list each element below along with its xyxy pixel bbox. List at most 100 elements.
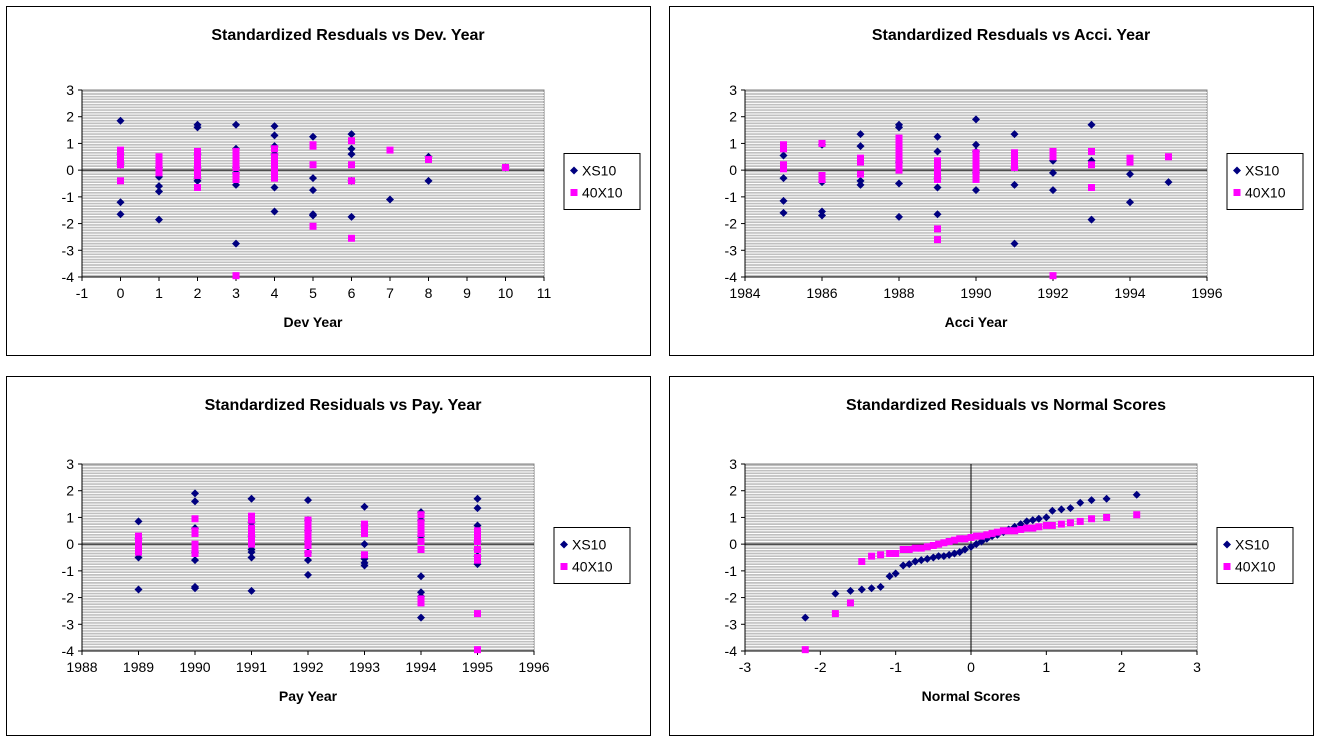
data-point bbox=[270, 207, 279, 216]
data-point bbox=[347, 212, 356, 221]
data-point bbox=[1133, 511, 1141, 519]
x-tick-label: 2 bbox=[194, 285, 202, 301]
legend-marker-xs10 bbox=[1223, 540, 1231, 549]
data-point bbox=[360, 540, 369, 549]
data-point bbox=[304, 532, 312, 540]
x-axis-label: Dev Year bbox=[284, 314, 343, 330]
data-point bbox=[1010, 130, 1019, 139]
data-point bbox=[831, 589, 840, 598]
data-point bbox=[801, 613, 810, 622]
data-point bbox=[232, 171, 240, 179]
x-tick-label: -3 bbox=[739, 659, 752, 675]
data-point bbox=[271, 153, 278, 161]
x-tick-label: 1996 bbox=[518, 659, 549, 675]
y-tick-label: 2 bbox=[729, 109, 737, 125]
x-tick-label: 10 bbox=[498, 285, 514, 301]
data-point bbox=[935, 540, 943, 548]
y-tick-label: -1 bbox=[62, 189, 75, 205]
data-point bbox=[191, 489, 199, 498]
data-point bbox=[1042, 513, 1051, 522]
data-point bbox=[917, 544, 925, 552]
data-point bbox=[271, 174, 278, 182]
y-tick-label: -3 bbox=[725, 616, 738, 632]
x-tick-label: 0 bbox=[967, 659, 975, 675]
data-point bbox=[1126, 158, 1134, 166]
data-point bbox=[1035, 523, 1043, 531]
data-point bbox=[361, 520, 368, 528]
data-point bbox=[1088, 515, 1096, 523]
chart-svg-pay-year: Standardized Residuals vs Pay. Year -4 -3 -… bbox=[62, 397, 631, 704]
data-point bbox=[304, 516, 312, 524]
data-point bbox=[270, 131, 279, 140]
data-point bbox=[1011, 163, 1018, 171]
data-point bbox=[248, 516, 255, 524]
data-point bbox=[779, 196, 788, 205]
data-point bbox=[895, 212, 903, 221]
data-point bbox=[1126, 154, 1134, 162]
data-point bbox=[117, 150, 124, 158]
data-point bbox=[945, 550, 954, 559]
y-tick-label: -1 bbox=[62, 563, 75, 579]
data-point bbox=[780, 141, 787, 149]
data-point bbox=[1017, 525, 1025, 533]
data-point bbox=[933, 210, 942, 219]
data-point bbox=[309, 161, 317, 169]
data-point bbox=[1057, 505, 1066, 514]
data-point bbox=[386, 195, 394, 204]
data-point bbox=[473, 504, 482, 513]
data-point bbox=[1076, 498, 1085, 507]
data-point bbox=[155, 169, 163, 177]
data-point bbox=[348, 161, 355, 169]
data-point bbox=[474, 527, 481, 535]
data-point bbox=[1011, 527, 1019, 535]
data-point bbox=[934, 171, 941, 179]
data-point bbox=[1034, 514, 1043, 523]
data-point bbox=[780, 161, 787, 169]
data-point bbox=[929, 541, 937, 549]
data-point bbox=[1029, 524, 1037, 532]
data-point bbox=[1022, 517, 1031, 526]
legend-label-40x10: 40X10 bbox=[1245, 185, 1286, 201]
y-tick-label: 0 bbox=[729, 536, 737, 552]
data-point bbox=[1126, 170, 1134, 179]
data-point bbox=[232, 158, 240, 166]
data-point bbox=[1005, 527, 1013, 535]
legend-marker-40x10 bbox=[560, 563, 568, 570]
chart-svg-acci-year: Standardized Resduals vs Acci. Year -4 -3 -… bbox=[725, 27, 1304, 330]
data-point bbox=[934, 236, 941, 244]
y-tick-label: -4 bbox=[62, 643, 75, 659]
data-point bbox=[304, 521, 312, 529]
data-point bbox=[135, 544, 142, 552]
data-point bbox=[780, 145, 787, 153]
data-point bbox=[983, 531, 991, 539]
data-point bbox=[891, 569, 900, 578]
data-point bbox=[779, 151, 788, 160]
data-point bbox=[972, 149, 980, 157]
data-point bbox=[271, 145, 278, 153]
y-tick-label: 2 bbox=[729, 483, 737, 499]
data-point bbox=[934, 175, 941, 183]
legend-label-40x10: 40X10 bbox=[1235, 559, 1276, 575]
data-point bbox=[856, 180, 865, 189]
data-point bbox=[191, 515, 199, 523]
legend bbox=[563, 153, 641, 210]
data-point bbox=[116, 198, 125, 207]
y-tick-label: -4 bbox=[62, 269, 75, 285]
chart-title: Standardized Resduals vs Dev. Year bbox=[211, 27, 484, 44]
data-point bbox=[247, 548, 256, 557]
data-point bbox=[895, 150, 903, 158]
legend-marker-40x10 bbox=[570, 189, 578, 196]
data-point bbox=[1066, 504, 1075, 513]
data-point bbox=[818, 139, 826, 147]
data-point bbox=[895, 166, 903, 174]
data-point bbox=[1048, 506, 1057, 515]
data-point bbox=[194, 153, 201, 161]
data-point bbox=[899, 545, 907, 553]
legend bbox=[553, 527, 631, 584]
data-point bbox=[473, 494, 482, 503]
data-point bbox=[191, 549, 199, 557]
data-point bbox=[1048, 521, 1056, 529]
data-point bbox=[857, 170, 864, 178]
data-point bbox=[135, 548, 142, 556]
y-tick-label: 1 bbox=[729, 509, 737, 525]
